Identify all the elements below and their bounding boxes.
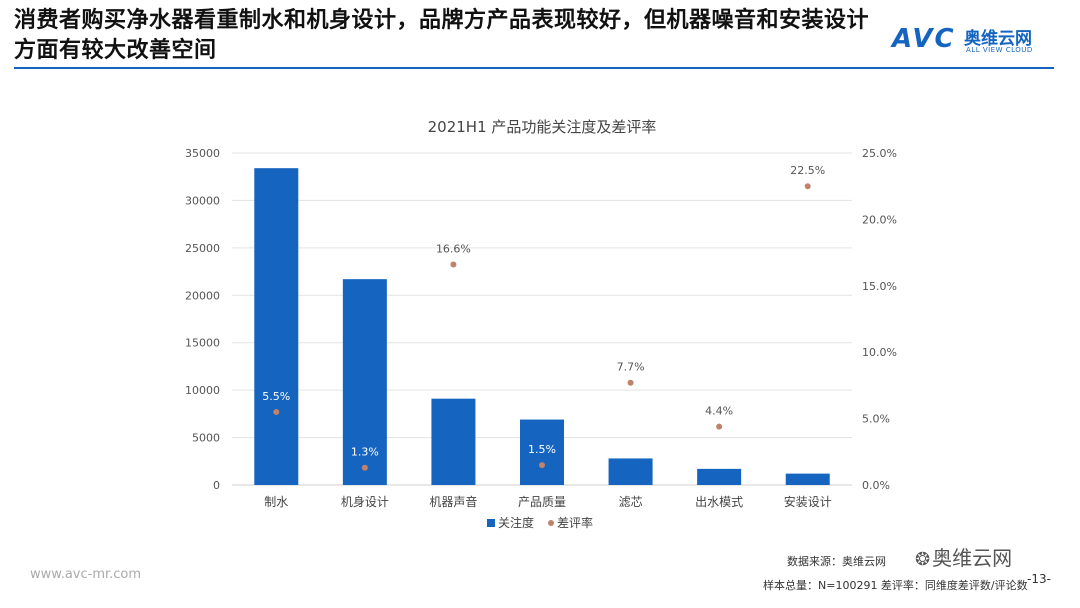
data-label: 16.6% [436,243,471,256]
data-point [450,261,457,268]
legend-point-label: 差评率 [557,515,593,530]
legend-bar-swatch [487,519,495,527]
y-right-tick-label: 10.0% [862,346,897,359]
y-left-tick-label: 20000 [185,289,220,302]
logo-name-en: ALL VIEW CLOUD [966,46,1033,54]
legend-point-swatch [548,520,554,526]
wechat-label: 奥维云网 [932,546,1013,570]
x-tick-label: 制水 [264,495,288,509]
data-point [539,462,545,469]
x-tick-label: 产品质量 [518,495,566,509]
bar [520,419,564,485]
header-rule [14,67,1054,69]
data-point [273,408,280,415]
y-right-tick-label: 20.0% [862,213,897,226]
x-tick-label: 机器声音 [429,494,477,509]
y-left-tick-label: 10000 [185,384,220,397]
bar [697,468,742,485]
data-label: 1.5% [528,443,556,456]
legend-bar-label: 关注度 [498,515,534,530]
logo-name-cn: 奥维云网 [964,29,1032,49]
y-right-tick-label: 25.0% [862,147,897,160]
page-headline: 消费者购买净水器看重制水和机身设计，品牌方产品表现较好，但机器噪音和安装设计方面… [14,8,870,63]
x-tick-label: 出水模式 [695,495,743,509]
bar [431,398,476,485]
y-right-tick-label: 5.0% [862,413,890,426]
x-tick-label: 滤芯 [619,495,643,509]
bar [785,473,830,485]
footer-url: www.avc-mr.com [30,567,142,582]
footer-sample: 样本总量：N=100291 差评率：同维度差评数/评论数 [763,579,1028,592]
y-left-tick-label: 0 [213,479,220,492]
wechat-icon: ❂ [915,549,931,570]
bar [254,168,299,486]
bar [342,279,387,485]
logo-mark: AVC [892,24,956,54]
data-label: 4.4% [705,405,733,418]
data-label: 5.5% [262,390,290,403]
bar [608,458,653,485]
y-left-tick-label: 30000 [185,194,220,207]
avc-logo: AVC 奥维云网 ALL VIEW CLOUD [892,22,1062,62]
y-left-tick-label: 15000 [185,337,220,350]
wechat-watermark: ❂ 奥维云网 [915,542,1012,571]
data-point [804,183,811,190]
data-label: 1.3% [351,446,379,459]
data-point [716,423,723,430]
page-number: -13- [1027,572,1051,586]
x-tick-label: 安装设计 [784,494,832,509]
y-right-tick-label: 15.0% [862,280,897,293]
data-point [627,379,634,386]
y-left-tick-label: 25000 [185,242,220,255]
y-left-tick-label: 5000 [192,432,220,445]
data-point [361,464,368,471]
footer-source: 数据来源：奥维云网 [787,555,886,568]
x-tick-label: 机身设计 [341,494,389,509]
chart-title: 2021H1 产品功能关注度及差评率 [428,118,657,136]
data-label: 7.7% [617,361,645,374]
y-right-tick-label: 0.0% [862,479,890,492]
y-left-tick-label: 35000 [185,147,220,160]
data-label: 22.5% [790,164,825,177]
